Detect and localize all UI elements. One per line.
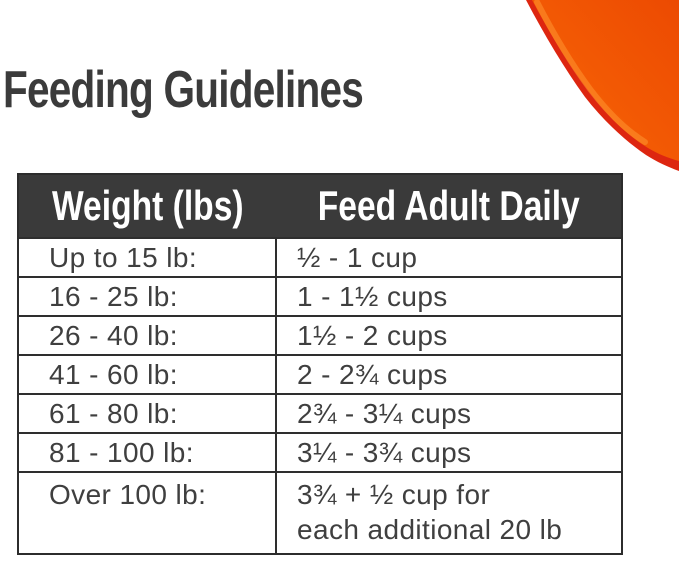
swoosh-highlight (534, 0, 648, 145)
table-row: 81 - 100 lb: 3¼ - 3¾ cups (19, 432, 621, 471)
column-header-weight: Weight (lbs) (52, 182, 244, 229)
weight-cell: 26 - 40 lb: (19, 317, 277, 354)
table-row: 16 - 25 lb: 1 - 1½ cups (19, 276, 621, 315)
column-header-feed: Feed Adult Daily (318, 182, 580, 229)
page-title: Feeding Guidelines (3, 61, 364, 119)
feed-cell: 1½ - 2 cups (297, 320, 448, 351)
weight-cell: 81 - 100 lb: (19, 434, 277, 471)
weight-cell: 16 - 25 lb: (19, 278, 277, 315)
feed-cell: 1 - 1½ cups (297, 281, 448, 312)
table-row: 61 - 80 lb: 2¾ - 3¼ cups (19, 393, 621, 432)
feed-cell: 3¼ - 3¾ cups (297, 437, 472, 468)
table-row: 41 - 60 lb: 2 - 2¾ cups (19, 354, 621, 393)
feed-cell: 3¾ + ½ cup for each additional 20 lb (297, 479, 563, 545)
swoosh-orange-body (532, 0, 679, 161)
table-row: 26 - 40 lb: 1½ - 2 cups (19, 315, 621, 354)
feed-cell: 2 - 2¾ cups (297, 359, 448, 390)
weight-cell: 41 - 60 lb: (19, 356, 277, 393)
feed-cell: ½ - 1 cup (297, 242, 418, 273)
table-row: Up to 15 lb: ½ - 1 cup (19, 237, 621, 276)
weight-cell: 61 - 80 lb: (19, 395, 277, 432)
feed-cell: 2¾ - 3¼ cups (297, 398, 472, 429)
table-row: Over 100 lb: 3¾ + ½ cup for each additio… (19, 471, 621, 553)
feeding-guidelines-table: Weight (lbs) Feed Adult Daily Up to 15 l… (17, 173, 623, 555)
swoosh-red-rim (526, 0, 679, 171)
weight-cell: Over 100 lb: (19, 473, 277, 553)
table-header-row: Weight (lbs) Feed Adult Daily (19, 175, 621, 237)
weight-cell: Up to 15 lb: (19, 239, 277, 276)
